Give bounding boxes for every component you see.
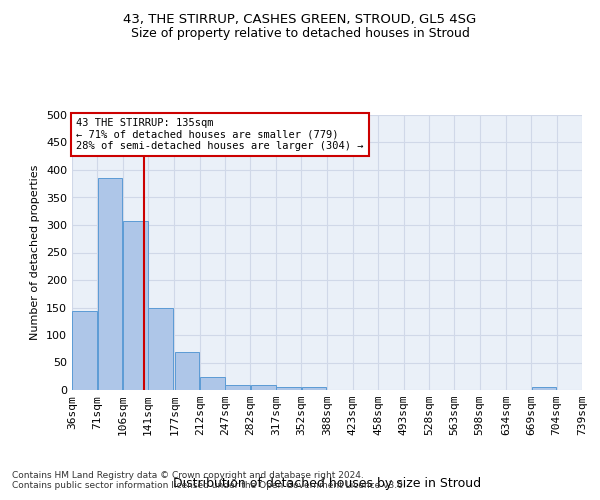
Bar (276, 387, 301, 390)
Text: Contains HM Land Registry data © Crown copyright and database right 2024.
Contai: Contains HM Land Registry data © Crown c… (12, 470, 406, 490)
Bar (123, 220, 148, 390)
Bar (302, 387, 326, 390)
Y-axis label: Number of detached properties: Number of detached properties (31, 165, 40, 340)
Bar (148, 308, 173, 390)
Bar (98, 178, 122, 390)
Bar (72, 312, 97, 390)
Bar (251, 384, 275, 390)
Text: 43, THE STIRRUP, CASHES GREEN, STROUD, GL5 4SG: 43, THE STIRRUP, CASHES GREEN, STROUD, G… (124, 12, 476, 26)
Bar (532, 387, 556, 390)
Bar (175, 352, 199, 390)
Text: 43 THE STIRRUP: 135sqm
← 71% of detached houses are smaller (779)
28% of semi-de: 43 THE STIRRUP: 135sqm ← 71% of detached… (76, 118, 364, 151)
X-axis label: Distribution of detached houses by size in Stroud: Distribution of detached houses by size … (173, 477, 481, 490)
Text: Size of property relative to detached houses in Stroud: Size of property relative to detached ho… (131, 28, 469, 40)
Bar (226, 384, 250, 390)
Bar (200, 378, 225, 390)
